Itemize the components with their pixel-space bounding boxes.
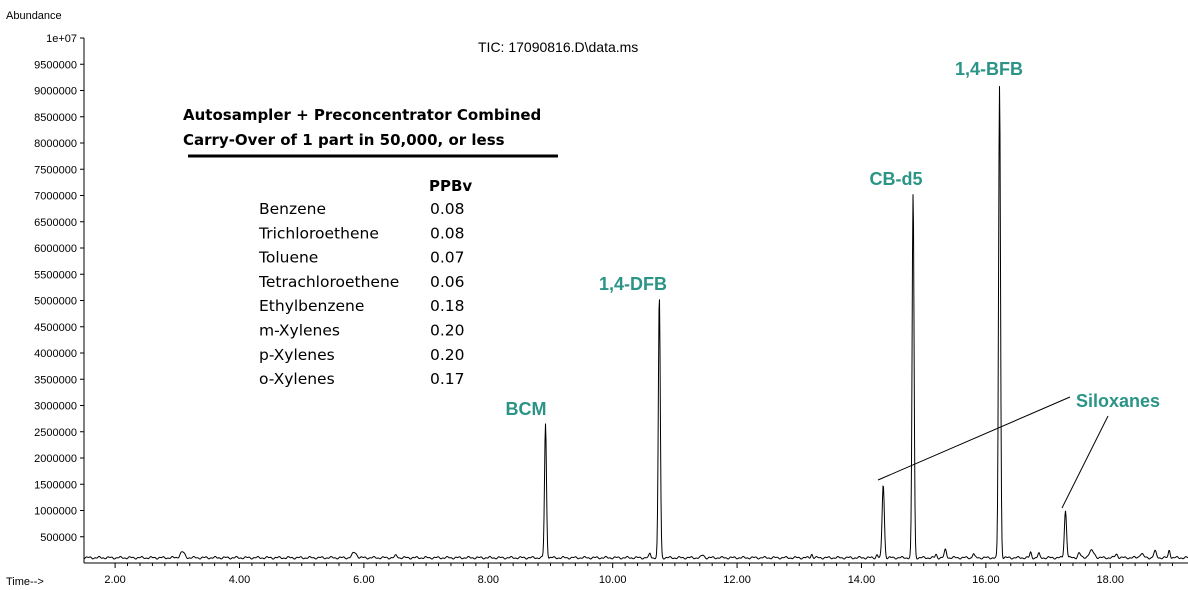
compound-name: Tetrachloroethene (258, 273, 399, 291)
x-tick-label: 18.00 (1096, 574, 1124, 586)
y-tick-label: 3000000 (34, 401, 77, 413)
ppbv-value: 0.06 (430, 273, 465, 291)
compound-name: Benzene (259, 200, 326, 218)
x-tick-label: 10.00 (599, 574, 627, 586)
y-tick-label: 6000000 (34, 243, 77, 255)
y-tick-label: 6500000 (34, 217, 77, 229)
compound-name: p-Xylenes (259, 346, 335, 364)
siloxane-leader-2 (1061, 415, 1109, 509)
x-tick-label: 12.00 (723, 574, 751, 586)
x-tick-label: 16.00 (972, 574, 1000, 586)
siloxane-leader-lines (877, 396, 1109, 509)
chart-title: TIC: 17090816.D\data.ms (478, 39, 638, 55)
y-tick-label: 3500000 (34, 374, 77, 386)
ppbv-value: 0.20 (430, 346, 465, 364)
ppbv-value: 0.08 (430, 224, 465, 242)
peak-label: 1,4-BFB (955, 59, 1023, 79)
y-tick-label: 4500000 (34, 322, 77, 334)
ppbv-value: 0.08 (430, 200, 465, 218)
y-tick-label: 7500000 (34, 164, 77, 176)
compound-name: Trichloroethene (258, 224, 379, 242)
x-tick-label: 2.00 (104, 574, 125, 586)
peak-label: BCM (506, 399, 547, 419)
compound-name: Toluene (258, 249, 318, 267)
annotation-title-line1: Autosampler + Preconcentrator Combined (183, 106, 541, 124)
compound-name: Ethylbenzene (259, 297, 364, 315)
y-tick-label: 1e+07 (46, 33, 77, 45)
y-tick-label: 500000 (40, 532, 77, 544)
tic-trace-line (83, 86, 1188, 560)
y-tick-label: 1000000 (34, 506, 77, 518)
peak-label: CB-d5 (870, 169, 923, 189)
x-axis-title: Time--> (6, 576, 44, 588)
x-axis-ticks: 2.00 4.00 6.00 8.00 10.00 12.00 14.00 16.00 18.0… (104, 563, 1173, 586)
siloxane-leader-1 (877, 396, 1071, 481)
ppbv-value: 0.18 (430, 297, 465, 315)
ppbv-value: 0.17 (430, 370, 465, 388)
compound-name: o-Xylenes (259, 370, 335, 388)
peak-label: 1,4-DFB (599, 274, 667, 294)
y-tick-label: 1500000 (34, 479, 77, 491)
carry-over-annotation: Autosampler + Preconcentrator Combined C… (183, 106, 558, 388)
compound-name: m-Xylenes (259, 322, 340, 340)
y-tick-label: 5000000 (34, 296, 77, 308)
y-tick-label: 2500000 (34, 427, 77, 439)
y-axis-title: Abundance (6, 10, 62, 22)
y-tick-label: 9000000 (34, 86, 77, 98)
y-tick-label: 7000000 (34, 191, 77, 203)
y-tick-label: 8000000 (34, 138, 77, 150)
ppbv-value: 0.07 (430, 249, 465, 267)
y-tick-label: 9500000 (34, 59, 77, 71)
peak-labels: BCM 1,4-DFB CB-d5 1,4-BFB Siloxanes (506, 59, 1161, 419)
y-tick-label: 5500000 (34, 269, 77, 281)
ppbv-value: 0.20 (430, 322, 465, 340)
y-tick-label: 4000000 (34, 348, 77, 360)
x-tick-label: 14.00 (848, 574, 876, 586)
x-tick-label: 8.00 (478, 574, 499, 586)
y-tick-label: 2000000 (34, 453, 77, 465)
peak-label: Siloxanes (1076, 391, 1160, 411)
annotation-table: Benzene 0.08 Trichloroethene 0.08 Toluene 0.0… (258, 200, 465, 388)
annotation-title-line2: Carry-Over of 1 part in 50,000, or less (183, 131, 505, 149)
y-tick-label: 8500000 (34, 112, 77, 124)
ppbv-column-header: PPBv (429, 177, 472, 195)
y-axis-ticks: 500000 1000000 1500000 2000000 2500000 300000… (34, 33, 84, 544)
x-tick-label: 4.00 (229, 574, 250, 586)
x-tick-label: 6.00 (353, 574, 374, 586)
